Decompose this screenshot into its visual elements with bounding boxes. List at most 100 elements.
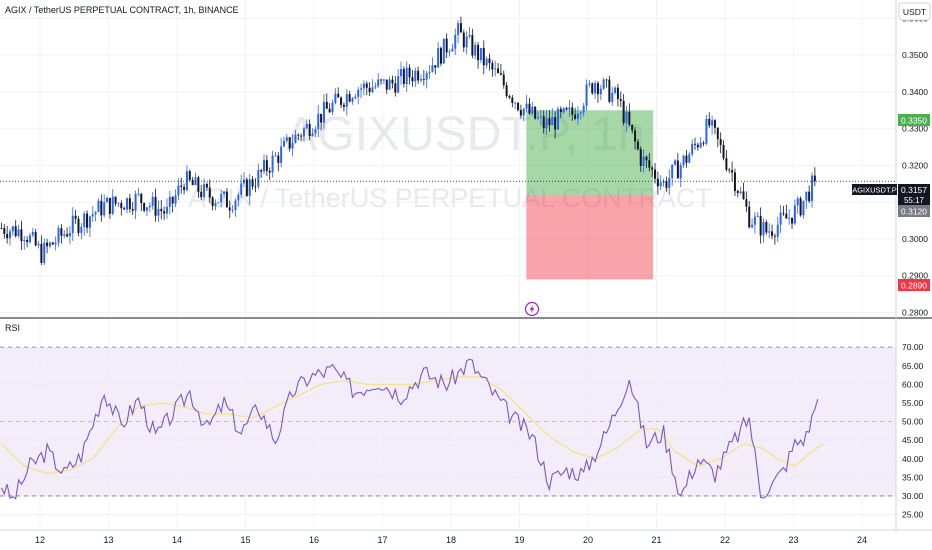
candle-body [502, 74, 505, 86]
candle-body [779, 212, 782, 225]
candle-body [659, 182, 662, 187]
candle-body [197, 177, 200, 192]
price-tick-label: 0.3000 [902, 234, 928, 244]
price-tick-label: 0.3200 [902, 160, 928, 170]
time-tick-label: 22 [720, 535, 730, 545]
target-price-label: 0.3350 [898, 114, 930, 126]
time-tick-label: 18 [446, 535, 456, 545]
candle-body [431, 65, 434, 72]
candle-body [66, 234, 69, 237]
rsi-axis[interactable]: 70.00 65.00 60.00 55.00 50.00 45.00 40.00 35.00… [902, 342, 924, 519]
candle-body [811, 175, 814, 202]
candle-body [773, 235, 776, 237]
candle-body [494, 68, 497, 70]
candle-body [579, 112, 582, 114]
candle-body [20, 229, 23, 242]
price-axis[interactable]: 0.36000.35000.34000.33000.32000.31000.30… [902, 13, 928, 317]
entry-price-label: 0.3120 [898, 205, 930, 217]
candle-body [528, 103, 531, 114]
candle-body [94, 212, 97, 215]
candle-body [596, 83, 599, 95]
time-tick-label: 14 [172, 535, 182, 545]
candle-body [762, 222, 765, 236]
candle-body [322, 101, 325, 123]
candle-body [340, 97, 343, 105]
candle-body [511, 97, 514, 103]
candle-body [405, 67, 408, 84]
candle-body [554, 117, 557, 130]
candle-body [294, 134, 297, 144]
candle-body [171, 196, 174, 204]
candle-body [722, 144, 725, 159]
candle-body [174, 195, 177, 204]
candle-body [163, 211, 166, 214]
candle-body [505, 85, 508, 96]
candle-body [636, 141, 639, 150]
candle-body [271, 155, 274, 173]
candle-body [11, 226, 14, 232]
candle-body [351, 98, 354, 102]
candle-body [765, 222, 768, 233]
candle-body [274, 155, 277, 157]
candle-body [394, 83, 397, 93]
candle-body [793, 205, 796, 224]
candle-body [334, 93, 337, 103]
candle-body [34, 231, 37, 246]
candle-body [602, 79, 605, 89]
candle-body [137, 193, 140, 195]
time-axis[interactable]: 12 13 14 15 16 17 18 19 20 21 22 23 24 [35, 535, 867, 545]
candle-body [488, 58, 491, 64]
candle-body [699, 142, 702, 148]
candle-body [314, 129, 317, 134]
candle-body [103, 202, 106, 216]
candle-body [785, 213, 788, 219]
time-tick-label: 15 [240, 535, 250, 545]
candle-body [625, 111, 628, 123]
candle-body [542, 116, 545, 129]
time-tick-label: 12 [35, 535, 45, 545]
candle-body [522, 108, 525, 116]
rsi-line [0, 358, 819, 500]
lightning-icon[interactable] [524, 301, 540, 317]
candle-body [805, 191, 808, 201]
candle-body [188, 171, 191, 180]
candle-body [145, 207, 148, 211]
bar-countdown: 55:17 [904, 196, 925, 205]
candle-body [140, 193, 143, 204]
candle-body [345, 94, 348, 107]
candle-body [148, 205, 151, 208]
candle-body [354, 96, 357, 99]
time-tick-label: 21 [651, 535, 661, 545]
candle-body [605, 79, 608, 81]
candle-body [100, 200, 103, 216]
currency-button[interactable]: USDT [898, 2, 931, 21]
candle-body [342, 104, 345, 107]
candle-body [311, 133, 314, 137]
loss-zone[interactable] [526, 194, 654, 280]
candle-body [525, 103, 528, 109]
candle-body [445, 38, 448, 53]
candle-body [265, 160, 268, 171]
candle-body [308, 123, 311, 137]
time-tick-label: 19 [514, 535, 524, 545]
candle-body [693, 143, 696, 145]
rsi-tick-label: 70.00 [902, 342, 924, 352]
candle-body [733, 172, 736, 191]
profit-zone[interactable] [526, 110, 654, 195]
candle-body [168, 196, 171, 207]
candle-body [568, 107, 571, 110]
candle-body [608, 79, 611, 102]
candle-body [214, 203, 217, 206]
candle-body [154, 196, 157, 216]
candle-body [371, 87, 374, 93]
candle-body [6, 234, 9, 239]
rsi-tick-label: 50.00 [902, 417, 924, 427]
candle-body [642, 156, 645, 167]
candle-body [385, 79, 388, 90]
candle-body [614, 87, 617, 93]
candle-body [117, 203, 120, 204]
candle-body [17, 229, 20, 237]
candle-body [719, 139, 722, 145]
candle-body [23, 239, 26, 242]
